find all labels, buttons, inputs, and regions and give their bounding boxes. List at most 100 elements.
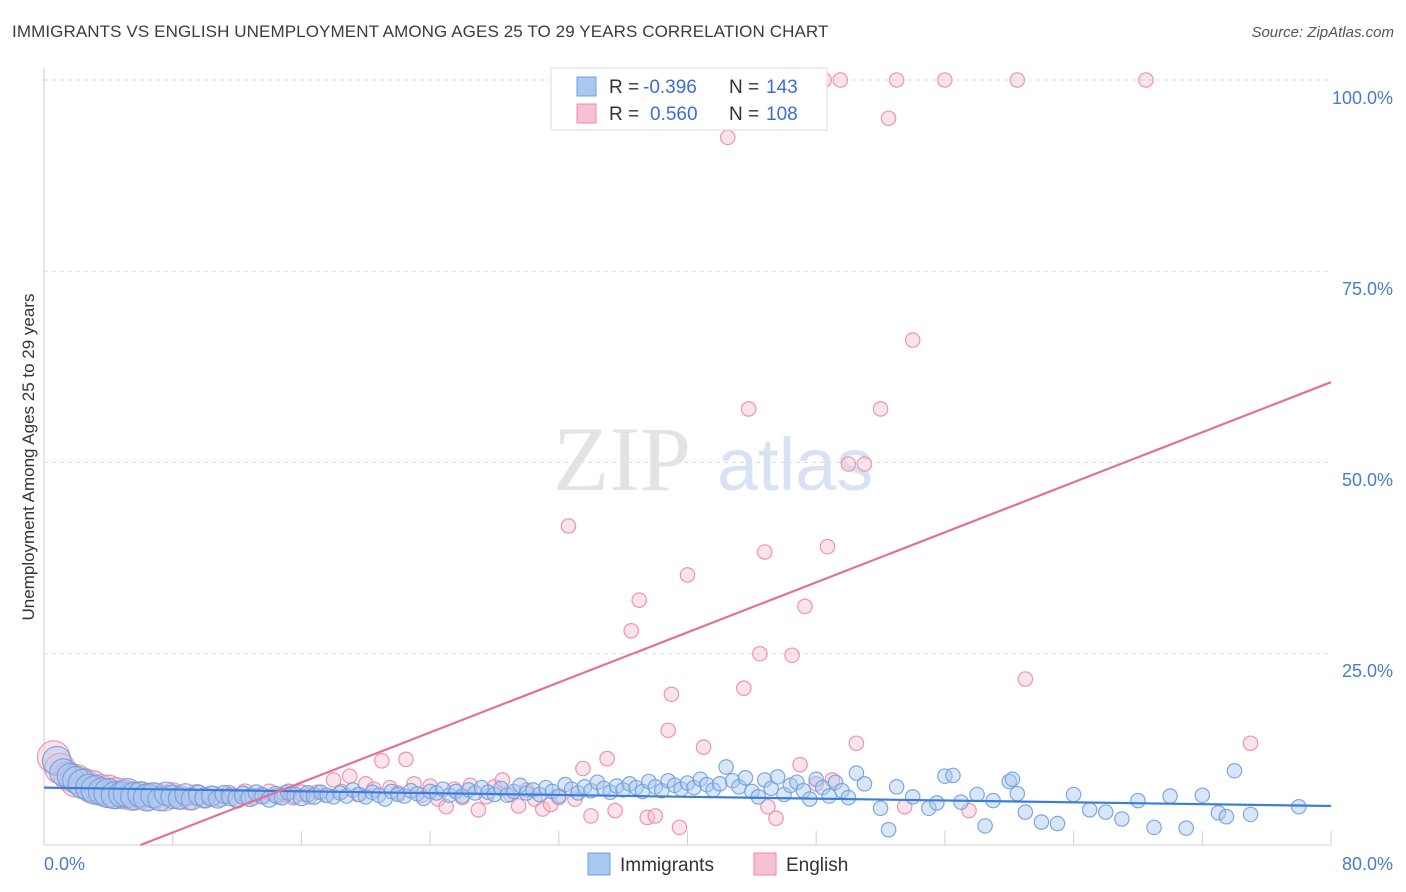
legend-r-value-immigrants: -0.396 xyxy=(643,77,697,98)
immigrants-point-151 xyxy=(1218,808,1235,825)
immigrants-point-148 xyxy=(1178,820,1195,836)
english-point-96 xyxy=(856,456,873,472)
series-legend-swatch-immigrants xyxy=(587,852,611,876)
immigrants-point-125 xyxy=(872,800,889,817)
english-point-75 xyxy=(660,722,676,739)
legend-r-label-english: R = xyxy=(609,104,639,125)
english-point-41 xyxy=(374,753,390,769)
correlation-legend: R = -0.396 N = 143 R = 0.560 N = 108 xyxy=(550,67,828,131)
english-point-83 xyxy=(756,544,773,560)
english-point-53 xyxy=(470,802,487,818)
immigrants-point-123 xyxy=(840,789,857,806)
immigrants-point-110 xyxy=(756,772,773,788)
x-axis-ticks xyxy=(43,831,1332,845)
immigrants-point-130 xyxy=(937,768,953,784)
legend-n-value-immigrants: 143 xyxy=(766,77,798,98)
english-point-101 xyxy=(904,332,921,348)
y-tick-label-50: 50.0% xyxy=(1342,470,1393,490)
english-point-103 xyxy=(961,802,977,819)
english-point-91 xyxy=(819,538,836,555)
immigrants-point-139 xyxy=(1033,814,1050,830)
immigrants-point-144 xyxy=(1114,811,1130,827)
english-point-106 xyxy=(1138,72,1154,88)
immigrants-point-152 xyxy=(1226,762,1243,779)
english-point-79 xyxy=(719,129,736,146)
immigrants-point-115 xyxy=(789,774,805,791)
immigrants-point-147 xyxy=(1162,788,1178,804)
immigrants-point-143 xyxy=(1097,804,1114,820)
immigrants-point-138 xyxy=(1017,804,1034,820)
y-tick-labels: 100.0% 75.0% 50.0% 25.0% xyxy=(1332,88,1393,681)
immigrants-point-131 xyxy=(945,767,961,784)
immigrants-point-150 xyxy=(1210,805,1227,821)
legend-r-value-english: 0.560 xyxy=(650,104,698,125)
immigrants-point-63 xyxy=(454,788,471,804)
series-legend-label-english: English xyxy=(786,855,848,876)
legend-n-label-english: N = xyxy=(729,104,759,125)
immigrants-point-127 xyxy=(888,779,905,795)
immigrants-point-121 xyxy=(827,774,844,791)
y-tick-label-75: 75.0% xyxy=(1342,279,1393,299)
immigrants-point-105 xyxy=(724,772,741,789)
immigrants-point-146 xyxy=(1146,819,1162,836)
immigrants-point-118 xyxy=(808,771,824,788)
immigrants-point-155 xyxy=(1004,771,1021,788)
english-point-49 xyxy=(438,798,454,815)
series-legend-label-immigrants: Immigrants xyxy=(620,855,714,876)
english-point-104 xyxy=(1009,72,1026,88)
legend-n-label-immigrants: N = xyxy=(729,77,759,98)
english-point-70 xyxy=(623,622,639,639)
english-point-93 xyxy=(832,72,849,88)
english-point-82 xyxy=(752,645,768,662)
immigrants-point-107 xyxy=(737,769,754,786)
english-point-99 xyxy=(888,72,905,88)
immigrants-point-81 xyxy=(570,785,586,801)
immigrants-point-141 xyxy=(1065,786,1082,803)
y-tick-label-25: 25.0% xyxy=(1342,661,1393,681)
watermark-atlas: atlas xyxy=(717,423,873,506)
chart-title: IMMIGRANTS VS ENGLISH UNEMPLOYMENT AMONG… xyxy=(12,22,829,41)
english-point-97 xyxy=(872,401,889,417)
immigrants-point-19 xyxy=(167,786,191,810)
immigrants-point-17 xyxy=(153,781,179,807)
english-point-37 xyxy=(341,768,358,784)
legend-n-value-english: 108 xyxy=(766,104,798,125)
english-point-87 xyxy=(792,756,808,773)
immigrants-point-149 xyxy=(1194,787,1211,804)
english-point-95 xyxy=(848,735,865,752)
immigrants-point-126 xyxy=(880,821,897,838)
english-point-68 xyxy=(599,750,615,767)
immigrants-point-128 xyxy=(904,789,921,805)
immigrants-point-1 xyxy=(49,758,78,787)
immigrants-point-154 xyxy=(1291,798,1307,815)
immigrants-point-142 xyxy=(1081,802,1098,818)
english-point-77 xyxy=(679,567,696,583)
immigrants-point-99 xyxy=(686,779,702,796)
english-point-76 xyxy=(671,819,688,836)
english-point-102 xyxy=(937,72,953,88)
legend-box xyxy=(550,67,828,131)
english-point-94 xyxy=(840,456,857,472)
immigrants-point-153 xyxy=(1242,806,1259,823)
immigrants-point-156 xyxy=(929,795,945,811)
immigrants-point-133 xyxy=(969,786,985,803)
x-tick-label-min: 0.0% xyxy=(44,854,85,874)
trend-lines xyxy=(43,381,1332,847)
english-point-88 xyxy=(797,598,813,615)
english-point-73 xyxy=(647,808,664,824)
english-point-98 xyxy=(880,110,897,127)
y-axis-label: Unemployment Among Ages 25 to 29 years xyxy=(19,294,38,621)
english-point-67 xyxy=(583,808,599,824)
immigrants-point-124 xyxy=(856,775,873,792)
chart-source: Source: ZipAtlas.com xyxy=(1251,24,1394,41)
english-point-86 xyxy=(784,647,800,664)
immigrants-trend-line xyxy=(43,786,1332,808)
immigrants-point-132 xyxy=(953,794,969,810)
english-point-74 xyxy=(663,686,680,703)
immigrants-point-137 xyxy=(1009,785,1026,802)
english-point-69 xyxy=(607,802,623,819)
immigrants-point-88 xyxy=(615,782,631,798)
immigrants-point-84 xyxy=(589,774,606,791)
immigrants-point-112 xyxy=(769,769,786,785)
